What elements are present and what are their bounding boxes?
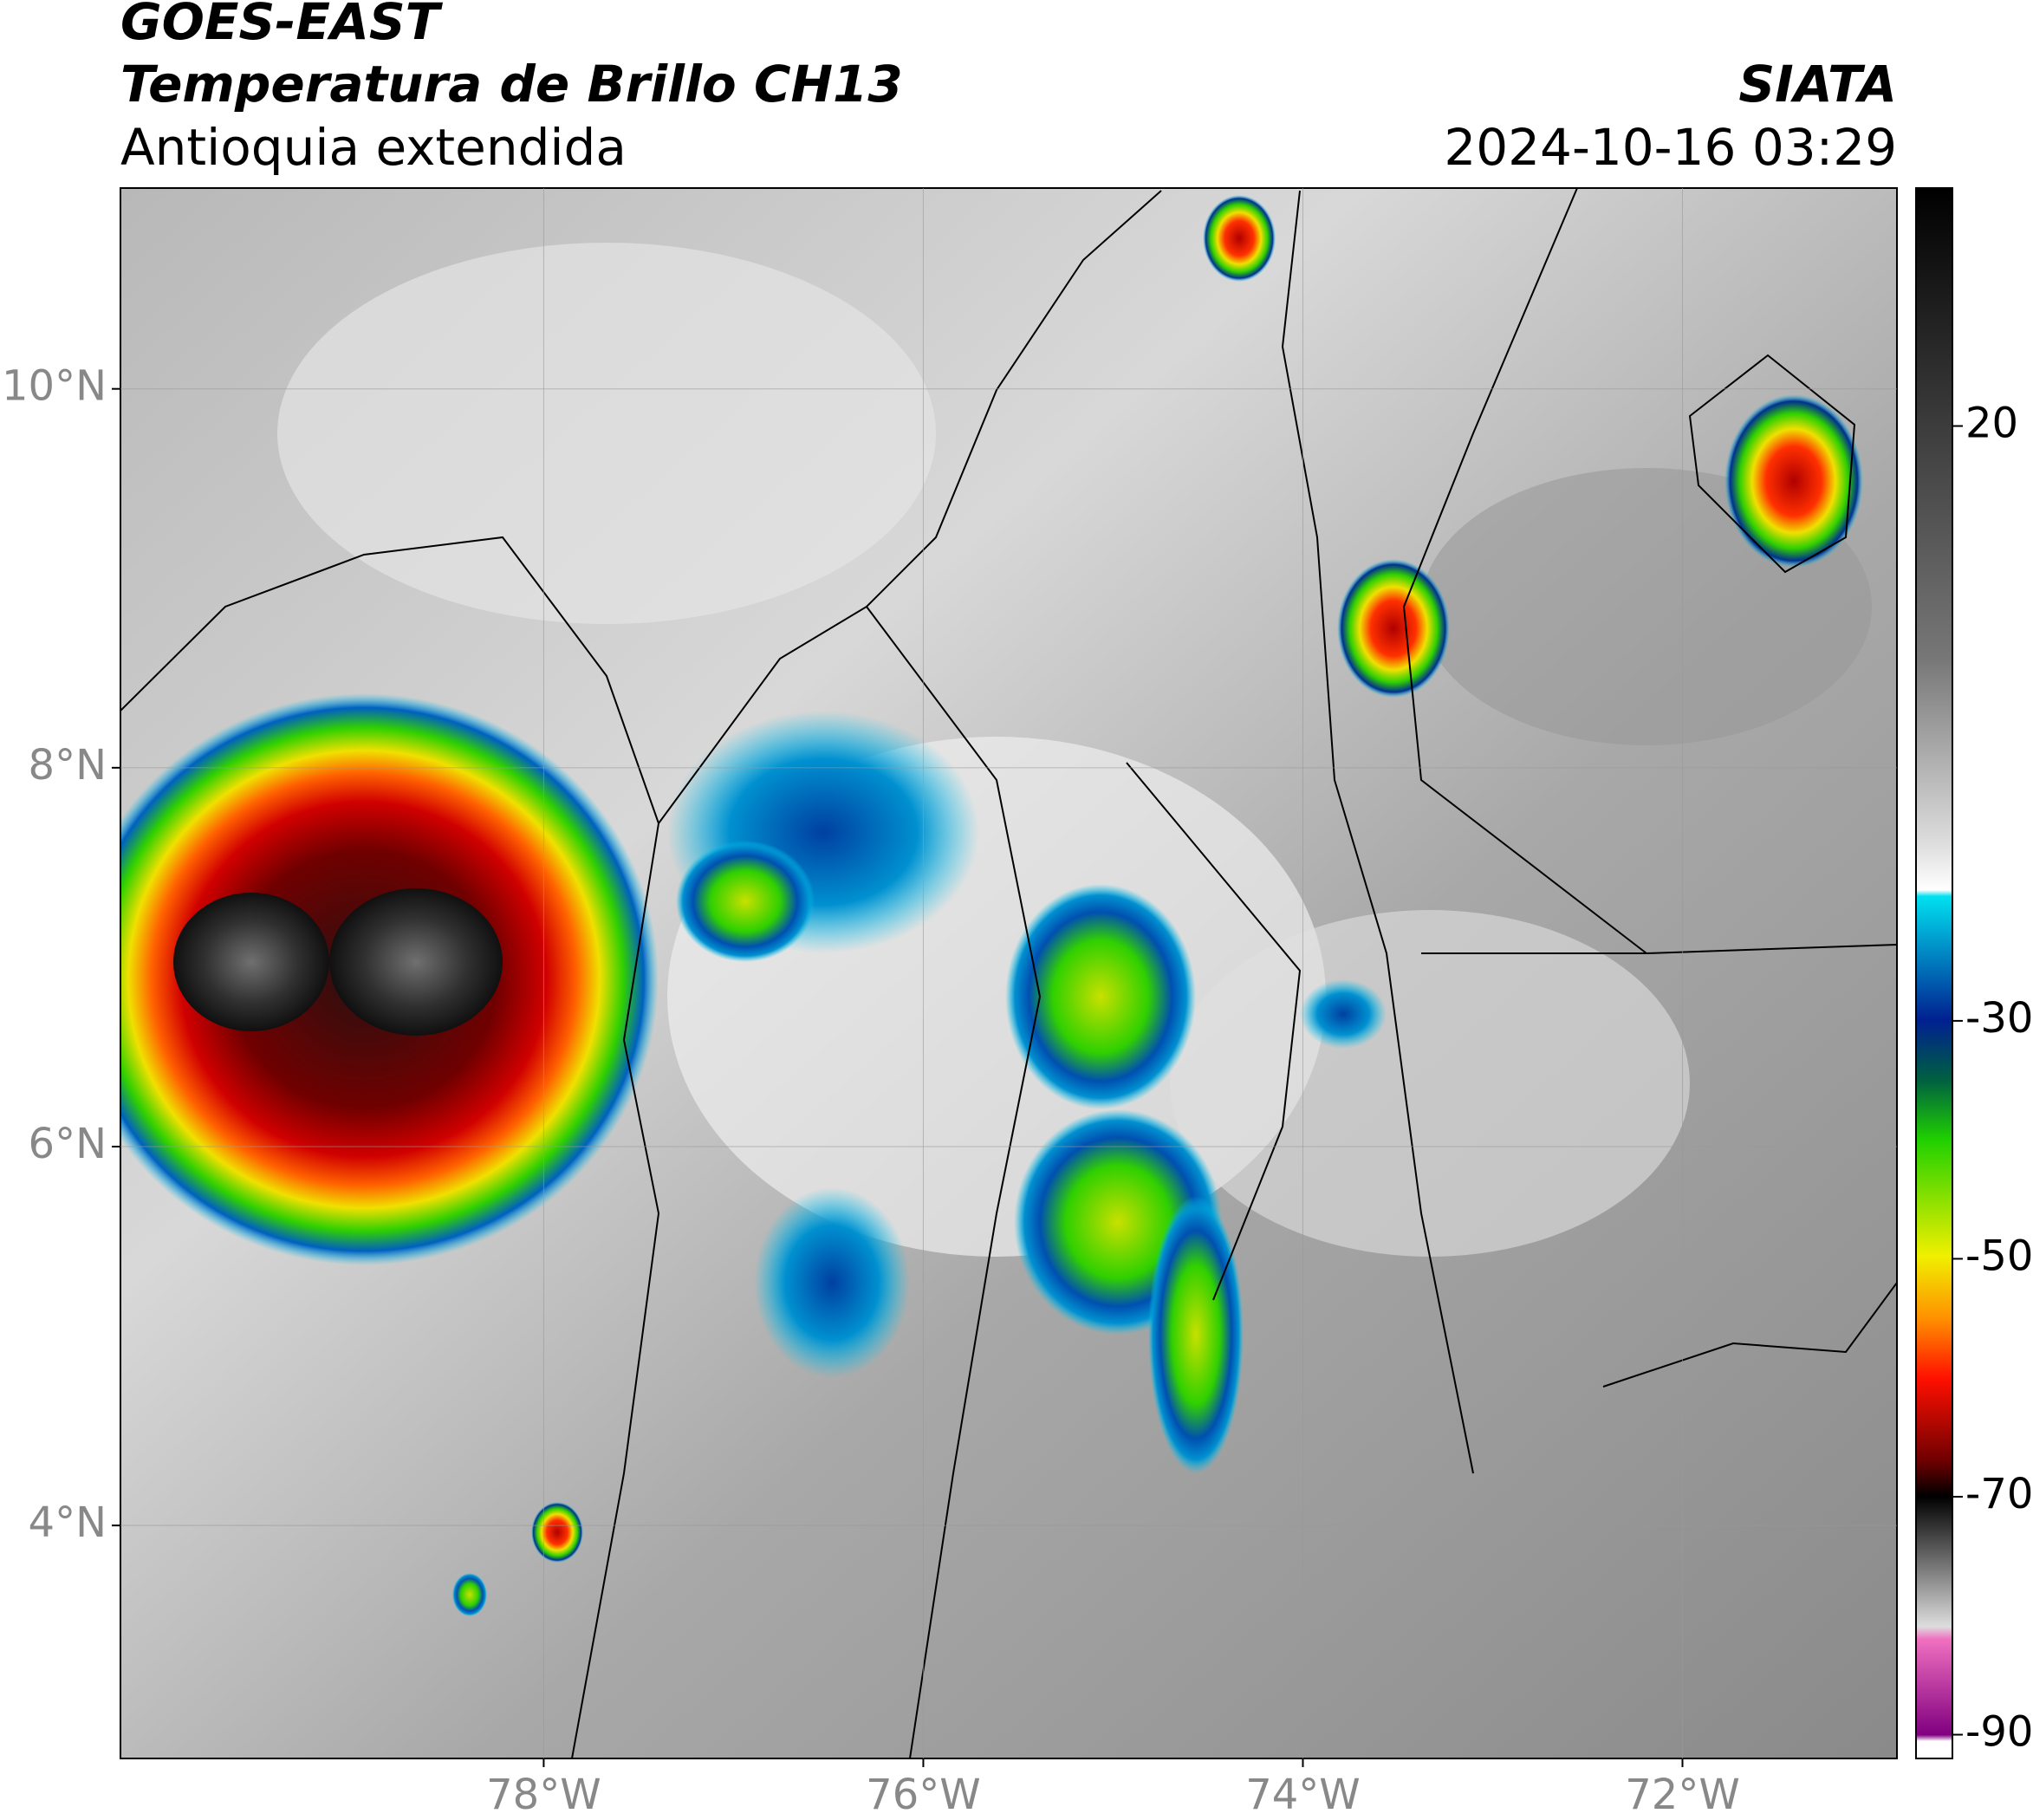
satellite: GOES-EAST xyxy=(120,0,444,51)
lat-tick-label: 4°N xyxy=(29,1498,107,1547)
colorbar xyxy=(1915,187,1953,1759)
region: Antioquia extendida xyxy=(120,118,627,177)
organization: SIATA xyxy=(1738,55,1897,114)
satellite-image xyxy=(120,188,1897,1758)
lon-tick-label: 74°W xyxy=(1245,1771,1361,1819)
map-frame xyxy=(120,187,1898,1759)
lon-tick-label: 76°W xyxy=(866,1771,981,1819)
colorbar-tick-label: 20 xyxy=(1965,400,2018,448)
lon-tick-label: 72°W xyxy=(1625,1771,1740,1819)
lat-tick-label: 8°N xyxy=(29,741,107,790)
colorbar-tick-label: -90 xyxy=(1965,1708,2033,1757)
colorbar-tick-label: -30 xyxy=(1965,994,2033,1043)
lon-tick-label: 78°W xyxy=(486,1771,601,1819)
colorbar-tick-label: -70 xyxy=(1965,1470,2033,1518)
lat-tick-label: 10°N xyxy=(2,362,107,411)
colorbar-tick-label: -50 xyxy=(1965,1232,2033,1280)
datetime: 2024-10-16 03:29 xyxy=(1444,118,1897,177)
lat-tick-label: 6°N xyxy=(29,1120,107,1168)
product: Temperatura de Brillo CH13 xyxy=(120,55,903,114)
